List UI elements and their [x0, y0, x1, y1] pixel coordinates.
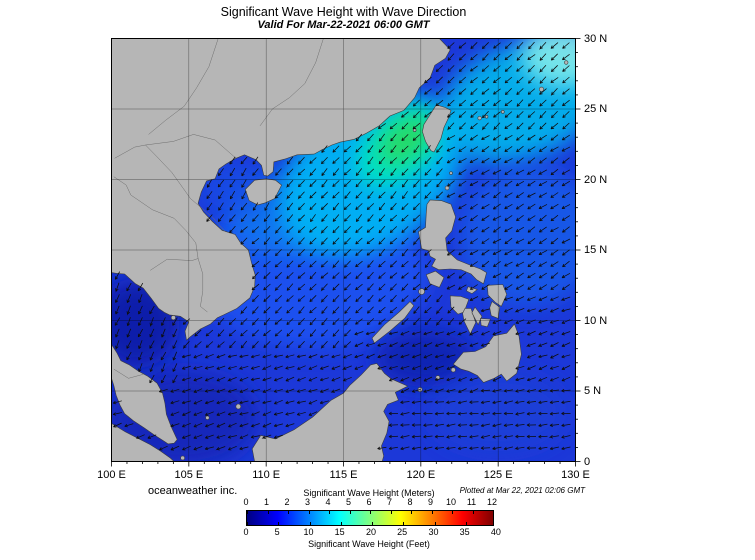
x-tick-label: 120 E	[406, 469, 436, 481]
landmass-samar	[486, 284, 508, 307]
x-tick-label: 110 E	[252, 469, 281, 481]
y-tick-label: 10 N	[584, 314, 608, 327]
y-tick-label: 0	[584, 455, 591, 468]
oceanweather-credit: oceanweather inc.	[148, 485, 238, 497]
wave-height-colorbar	[246, 510, 494, 526]
island-natuna	[235, 403, 242, 410]
page-title: Significant Wave Height with Wave Direct…	[220, 5, 467, 19]
x-tick-label: 115 E	[329, 469, 358, 481]
island-anambas	[205, 415, 210, 420]
legend-meters-tick-label: 10	[445, 497, 457, 507]
y-tick-label: 5 N	[584, 385, 602, 397]
valid-time-subtitle: Valid For Mar-22-2021 06:00 GMT	[257, 19, 430, 31]
y-tick-label: 25 N	[584, 103, 608, 115]
landmasses	[111, 38, 569, 462]
legend-meters-tick-label: 6	[366, 497, 372, 507]
colorbar-tick	[329, 511, 330, 514]
y-tick-label: 20 N	[584, 173, 608, 186]
landmass-taiwan	[422, 104, 452, 153]
landmass-malay-peninsula	[111, 343, 178, 445]
landmass-mainland-asia	[111, 38, 451, 341]
colorbar-tick	[434, 522, 436, 525]
legend-meters-tick-label: 4	[325, 497, 331, 507]
colorbar-tick	[493, 511, 494, 514]
country-borders	[113, 38, 324, 379]
legend-title-meters: Significant Wave Height (Meters)	[303, 488, 435, 498]
landmass-masbate	[466, 286, 478, 295]
wave-direction-arrows	[112, 41, 571, 451]
legend-meters-tick-label: 5	[345, 497, 352, 507]
plotted-timestamp: Plotted at Mar 22, 2021 02:06 GMT	[459, 486, 585, 495]
island-iriomote	[477, 116, 482, 121]
legend-feet-tick-label: 25	[397, 527, 408, 537]
x-tick-label: 100 E	[97, 469, 126, 481]
colorbar-tick	[465, 522, 467, 525]
x-tick-label: 125 E	[483, 469, 513, 481]
legend-meters-tick-label: 0	[243, 497, 249, 507]
island-basilan	[450, 367, 456, 373]
colorbar-tick	[372, 522, 373, 525]
landmass-palawan	[371, 301, 415, 344]
colorbar-tick	[288, 511, 289, 514]
colorbar-tick	[278, 522, 280, 525]
landmass-sumatra	[111, 423, 175, 462]
legend-feet-tick-label: 40	[490, 527, 501, 537]
legend-meters-tick-label: 2	[284, 497, 290, 507]
legend-meters-tick-label: 8	[407, 497, 413, 507]
colorbar-tick	[431, 511, 433, 514]
colorbar-tick	[340, 522, 342, 525]
island-miyako	[501, 110, 505, 114]
landmass-mindoro	[425, 270, 445, 288]
colorbar-tick	[309, 522, 311, 525]
colorbar-tick	[247, 511, 248, 514]
landmass-luzon	[418, 199, 487, 285]
landmass-mindanao	[452, 323, 522, 383]
colorbar-tick	[370, 511, 371, 514]
y-tick-label: 30 N	[584, 32, 608, 45]
colorbar-tick	[308, 511, 310, 514]
legend-meters-tick-label: 12	[486, 497, 498, 507]
colorbar-tick	[247, 522, 248, 525]
legend-feet-tick-label: 5	[274, 527, 280, 537]
island-ishigaki	[484, 115, 489, 119]
island-lingga	[180, 455, 185, 461]
colorbar-tick	[452, 511, 453, 514]
legend-title-feet: Significant Wave Height (Feet)	[308, 539, 430, 549]
legend-feet-tick-label: 0	[243, 527, 249, 537]
colorbar-tick	[403, 522, 405, 525]
colorbar-tick	[267, 511, 269, 514]
legend-meters-tick-label: 1	[263, 497, 270, 507]
x-tick-label: 130 E	[561, 469, 590, 481]
colorbar-tick	[390, 511, 392, 514]
legend-meters-tick-label: 9	[427, 497, 434, 507]
landmass-borneo	[251, 363, 409, 462]
island-calamian	[418, 288, 425, 295]
legend-meters-tick-label: 11	[466, 497, 477, 507]
colorbar-tick	[411, 511, 412, 514]
x-tick-label: 105 E	[174, 469, 204, 481]
legend-feet-tick-label: 10	[303, 527, 314, 537]
island-okinawa	[538, 86, 544, 92]
island-batanes	[449, 171, 453, 175]
legend-feet-tick-label: 15	[334, 527, 345, 537]
legend-meters-tick-label: 7	[386, 497, 393, 507]
y-tick-label: 15 N	[584, 244, 608, 256]
island-phu-quoc	[170, 315, 176, 321]
legend-feet-tick-label: 35	[459, 527, 470, 537]
map-frame	[111, 38, 576, 462]
legend-meters-tick-label: 3	[304, 497, 311, 507]
legend-feet-tick-label: 20	[365, 527, 377, 537]
colorbar-tick	[349, 511, 351, 514]
island-babuyan	[444, 185, 450, 191]
legend-feet-tick-label: 30	[428, 527, 439, 537]
colorbar-tick	[472, 511, 474, 514]
island-amami	[564, 60, 569, 65]
